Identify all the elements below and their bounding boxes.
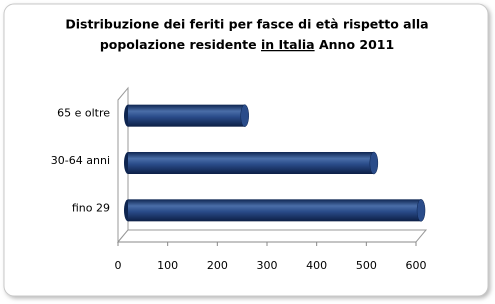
x-tick-label: 500 <box>356 259 377 272</box>
x-tick-label: 0 <box>115 259 122 272</box>
bar <box>128 104 245 127</box>
bar-cap <box>369 151 379 175</box>
chart-title: Distribuzione dei feriti per fasce di et… <box>65 17 428 32</box>
y-tick-label: fino 29 <box>72 201 110 214</box>
bar <box>128 199 422 222</box>
x-tick-label: 100 <box>157 259 178 272</box>
chart-title: popolazione residente in Italia Anno 201… <box>100 37 394 52</box>
bar-cap <box>240 104 249 127</box>
y-tick-label: 30-64 anni <box>51 154 110 167</box>
bar <box>128 152 374 174</box>
x-tick-label: 600 <box>406 259 427 272</box>
title-part: Anno 2011 <box>319 37 394 52</box>
x-tick-label: 200 <box>207 259 228 272</box>
y-tick-label: 65 e oltre <box>57 107 110 120</box>
floor <box>116 229 428 243</box>
x-tick-label: 300 <box>257 259 278 272</box>
bar-cap <box>416 199 426 222</box>
x-tick-label: 400 <box>306 259 327 272</box>
title-part: popolazione residente <box>100 37 257 52</box>
title-part: in Italia <box>261 37 315 52</box>
